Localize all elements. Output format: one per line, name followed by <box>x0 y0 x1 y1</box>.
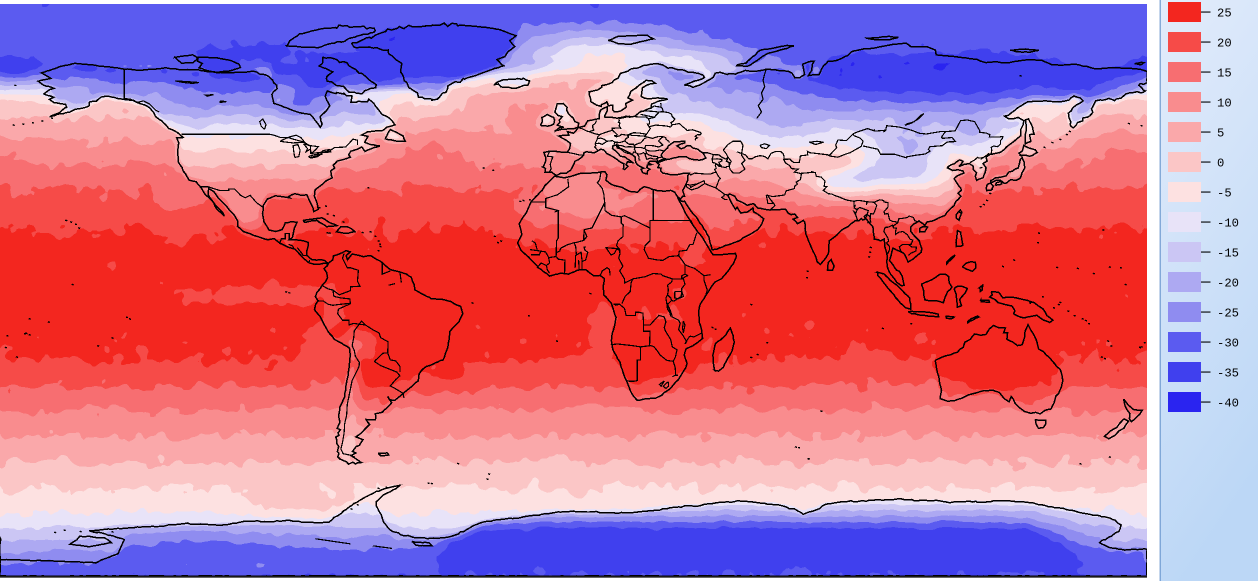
svg-text:-10: -10 <box>1217 217 1239 231</box>
svg-text:20: 20 <box>1217 37 1232 51</box>
svg-text:-5: -5 <box>1217 187 1232 201</box>
svg-text:-40: -40 <box>1217 397 1239 411</box>
svg-text:10: 10 <box>1217 97 1232 111</box>
svg-text:-35: -35 <box>1217 367 1239 381</box>
svg-text:5: 5 <box>1217 127 1224 141</box>
svg-text:0: 0 <box>1217 157 1224 171</box>
svg-text:-30: -30 <box>1217 337 1239 351</box>
svg-text:-15: -15 <box>1217 247 1239 261</box>
svg-text:25: 25 <box>1217 7 1232 21</box>
svg-text:-20: -20 <box>1217 277 1239 291</box>
svg-text:15: 15 <box>1217 67 1232 81</box>
svg-text:-25: -25 <box>1217 307 1239 321</box>
